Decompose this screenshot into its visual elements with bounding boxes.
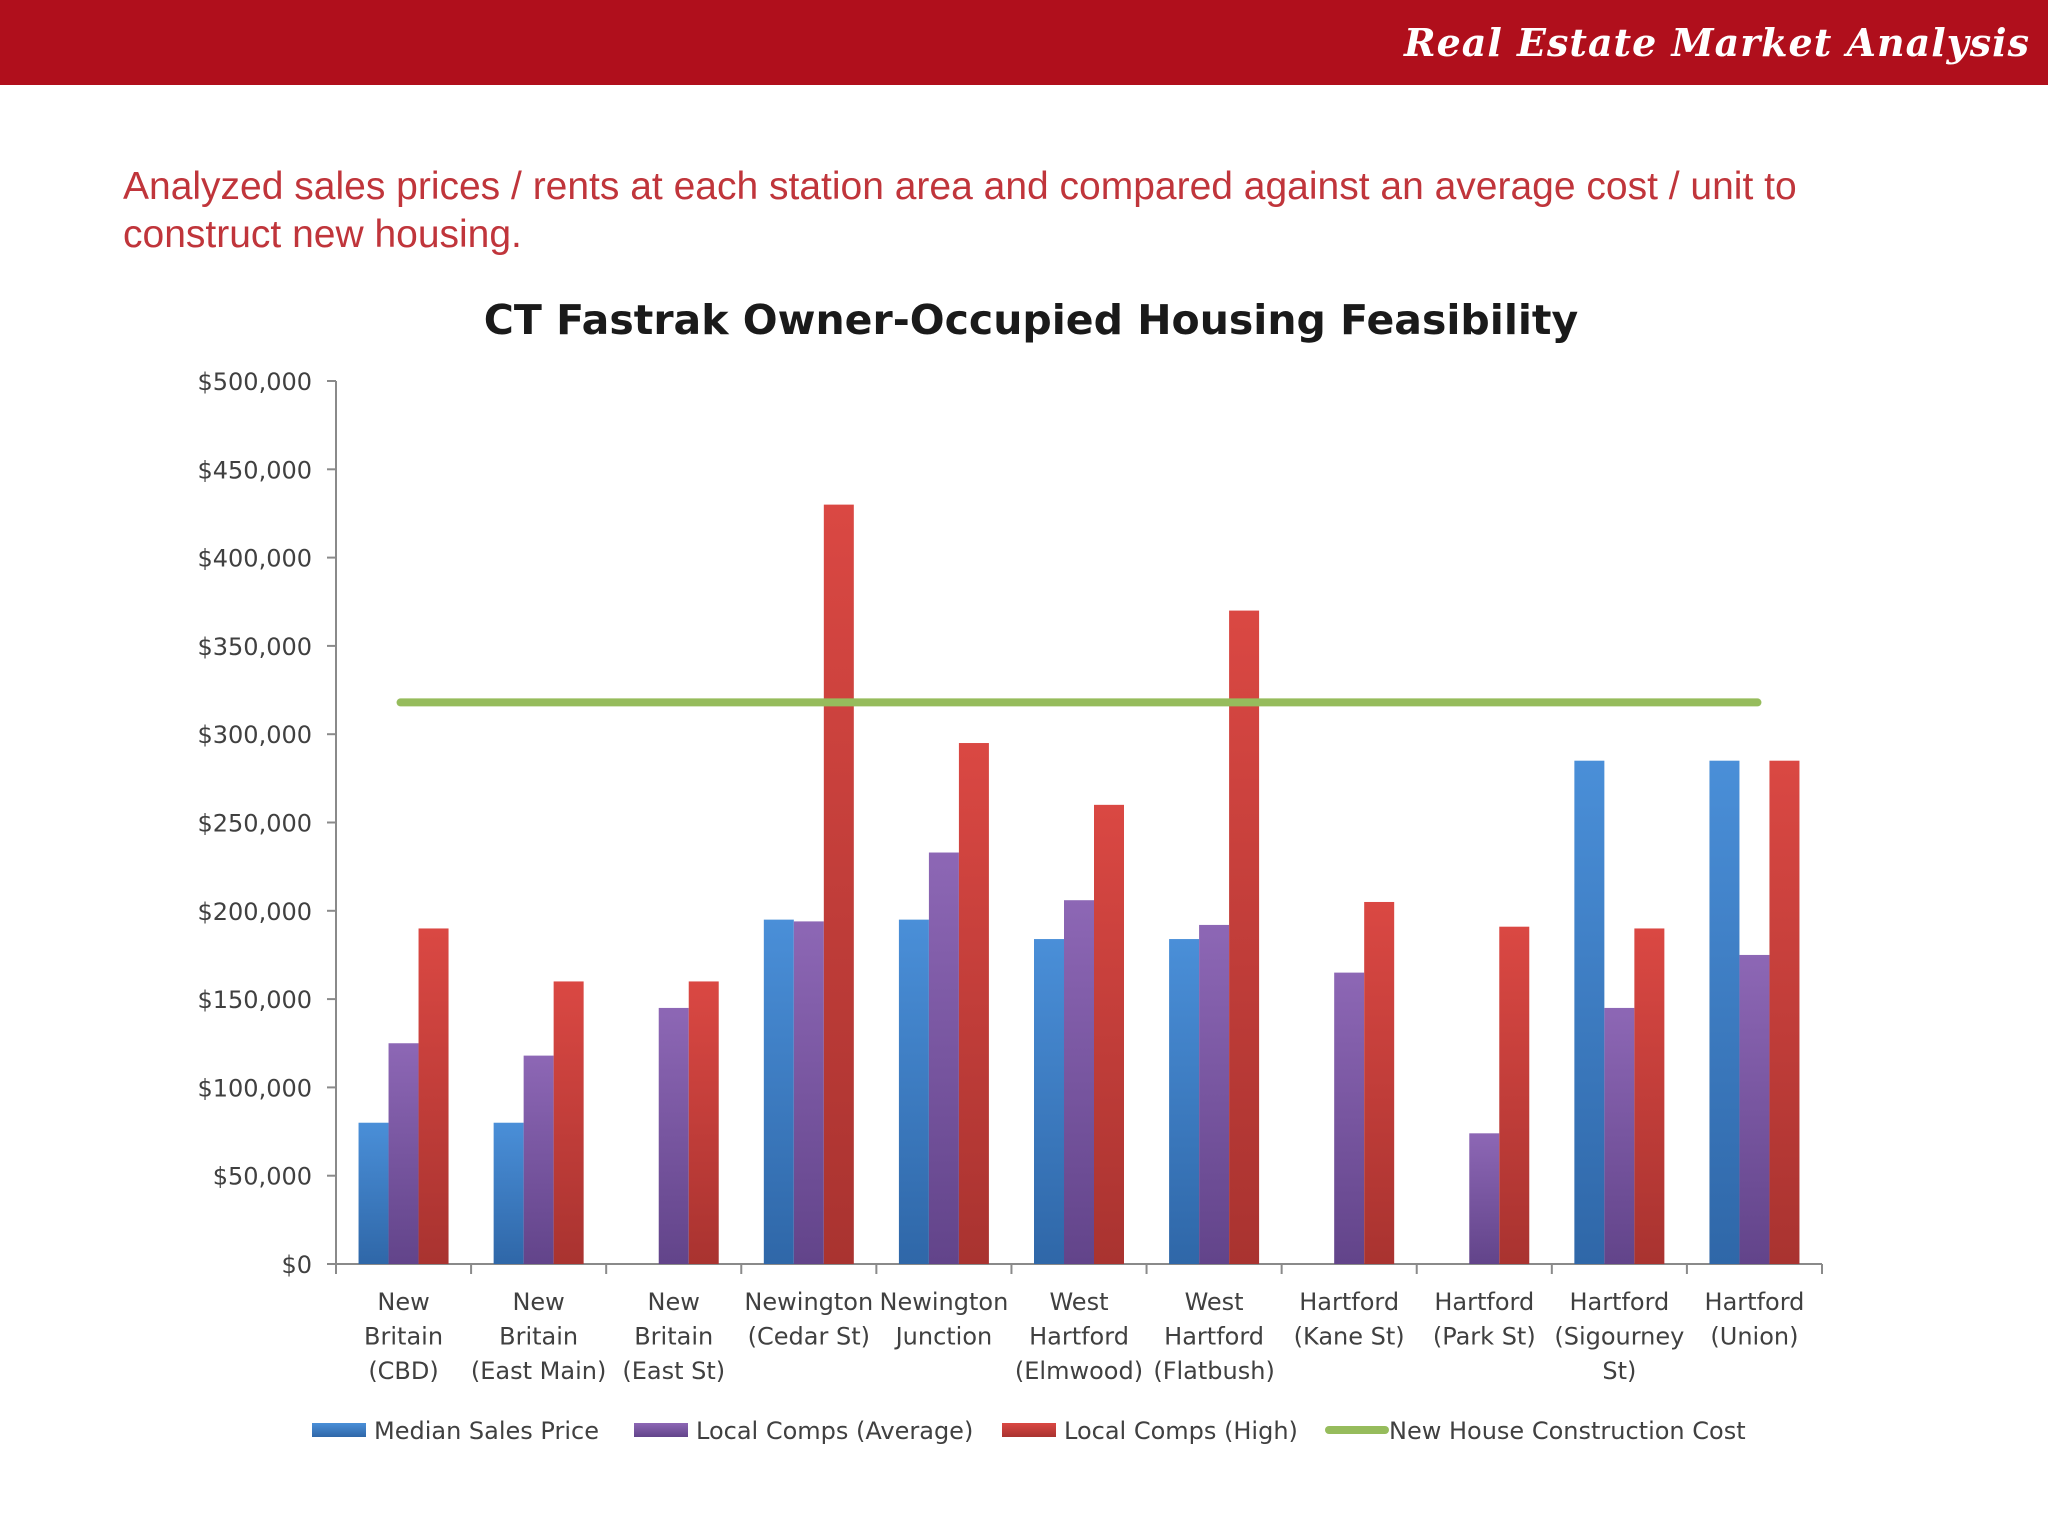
y-tick-label: $150,000 bbox=[197, 986, 312, 1014]
x-category-label: Newington (Cedar St) bbox=[744, 1288, 873, 1351]
x-label-line: (CBD) bbox=[368, 1357, 438, 1385]
bar-high bbox=[958, 743, 989, 1264]
x-label-line: Junction bbox=[894, 1323, 993, 1351]
bar-high bbox=[1229, 610, 1260, 1264]
x-label-line: West bbox=[1049, 1288, 1108, 1316]
legend-swatch bbox=[312, 1423, 366, 1437]
y-tick-label: $100,000 bbox=[197, 1074, 312, 1102]
legend-label: Median Sales Price bbox=[374, 1417, 599, 1445]
bar-average bbox=[1469, 1133, 1500, 1264]
x-label-line: Britain bbox=[499, 1323, 578, 1351]
bar-high bbox=[553, 981, 584, 1264]
bar-average bbox=[793, 921, 824, 1264]
bar-median bbox=[1034, 939, 1064, 1264]
legend-label: Local Comps (High) bbox=[1064, 1417, 1298, 1445]
x-label-line: Hartford bbox=[1299, 1288, 1399, 1316]
y-tick-label: $400,000 bbox=[197, 545, 312, 573]
x-label-line: Hartford bbox=[1569, 1288, 1669, 1316]
bar-average bbox=[523, 1055, 554, 1264]
x-category-label: Hartford (Sigourney St) bbox=[1554, 1288, 1684, 1385]
x-category-label: Hartford (Union) bbox=[1705, 1288, 1805, 1351]
bar-high bbox=[1364, 901, 1395, 1264]
brand-title: Real Estate Market Analysis bbox=[1403, 20, 2030, 65]
bar-high bbox=[1769, 760, 1800, 1264]
x-label-line: Britain bbox=[364, 1323, 443, 1351]
y-tick-label: $250,000 bbox=[197, 810, 312, 838]
x-label-line: (Park St) bbox=[1433, 1323, 1536, 1351]
bar-high bbox=[823, 504, 854, 1264]
x-category-label: New Britain (East St) bbox=[622, 1288, 725, 1385]
legend-swatch bbox=[634, 1423, 688, 1437]
bar-average bbox=[1739, 954, 1770, 1264]
legend-item-median: Median Sales Price bbox=[312, 1417, 599, 1445]
bar-average bbox=[1199, 924, 1230, 1264]
bar-high bbox=[1094, 804, 1124, 1264]
x-label-line: Hartford bbox=[1164, 1323, 1264, 1351]
x-category-label: Hartford (Park St) bbox=[1433, 1288, 1536, 1351]
y-tick-label: $50,000 bbox=[213, 1163, 312, 1191]
x-category-label: West Hartford (Flatbush) bbox=[1153, 1288, 1274, 1385]
bar-average bbox=[658, 1007, 689, 1264]
x-label-line: Newington bbox=[744, 1288, 873, 1316]
legend-item-construction: New House Construction Cost bbox=[1325, 1417, 1746, 1445]
x-label-line: New bbox=[512, 1288, 564, 1316]
x-label-line: (East St) bbox=[622, 1357, 725, 1385]
x-label-line: New bbox=[377, 1288, 429, 1316]
legend-label: Local Comps (Average) bbox=[696, 1417, 973, 1445]
x-label-line: New bbox=[648, 1288, 700, 1316]
bar-high bbox=[688, 981, 719, 1264]
x-category-label: Hartford (Kane St) bbox=[1294, 1288, 1405, 1351]
x-label-line: West bbox=[1185, 1288, 1244, 1316]
x-label-line: (Cedar St) bbox=[748, 1323, 870, 1351]
bar-average bbox=[1604, 1007, 1635, 1264]
x-label-line: Newington bbox=[880, 1288, 1009, 1316]
x-category-label: New Britain (CBD) bbox=[364, 1288, 443, 1385]
bar-median bbox=[1709, 760, 1740, 1264]
x-label-line: Hartford bbox=[1434, 1288, 1534, 1316]
x-category-label: West Hartford (Elmwood) bbox=[1015, 1288, 1143, 1385]
x-category-label: New Britain (East Main) bbox=[471, 1288, 606, 1385]
slide-subtitle: Analyzed sales prices / rents at each st… bbox=[123, 165, 1797, 256]
bar-median bbox=[898, 919, 929, 1264]
x-label-line: (Sigourney bbox=[1554, 1323, 1684, 1351]
y-tick-label: $450,000 bbox=[197, 456, 312, 484]
chart-title: CT Fastrak Owner-Occupied Housing Feasib… bbox=[484, 296, 1579, 344]
bar-average bbox=[388, 1043, 419, 1264]
bar-median bbox=[358, 1122, 389, 1264]
bar-median bbox=[763, 919, 794, 1264]
y-tick-label: $0 bbox=[281, 1251, 312, 1279]
bar-median bbox=[1574, 760, 1605, 1264]
x-label-line: (Flatbush) bbox=[1153, 1357, 1274, 1385]
legend-item-high: Local Comps (High) bbox=[1002, 1417, 1298, 1445]
bar-median bbox=[1169, 939, 1200, 1264]
x-label-line: (East Main) bbox=[471, 1357, 606, 1385]
x-category-label: Newington Junction bbox=[880, 1288, 1009, 1351]
bar-high bbox=[1634, 928, 1665, 1264]
legend-label: New House Construction Cost bbox=[1389, 1417, 1746, 1445]
bar-high bbox=[1499, 926, 1530, 1264]
x-label-line: (Elmwood) bbox=[1015, 1357, 1143, 1385]
bar-average bbox=[928, 852, 959, 1264]
y-tick-label: $200,000 bbox=[197, 898, 312, 926]
y-tick-label: $350,000 bbox=[197, 633, 312, 661]
x-label-line: (Kane St) bbox=[1294, 1323, 1405, 1351]
bar-average bbox=[1064, 900, 1094, 1264]
x-label-line: Britain bbox=[634, 1323, 713, 1351]
y-tick-label: $300,000 bbox=[197, 721, 312, 749]
bar-median bbox=[493, 1122, 524, 1264]
y-tick-label: $500,000 bbox=[197, 368, 312, 396]
bar-high bbox=[418, 928, 449, 1264]
legend-item-average: Local Comps (Average) bbox=[634, 1417, 973, 1445]
x-label-line: St) bbox=[1602, 1357, 1636, 1385]
x-label-line: Hartford bbox=[1705, 1288, 1805, 1316]
legend-swatch bbox=[1002, 1423, 1056, 1437]
x-label-line: (Union) bbox=[1710, 1323, 1798, 1351]
header-bar: Real Estate Market Analysis bbox=[0, 0, 2048, 85]
x-label-line: Hartford bbox=[1029, 1323, 1129, 1351]
bar-average bbox=[1334, 972, 1365, 1264]
